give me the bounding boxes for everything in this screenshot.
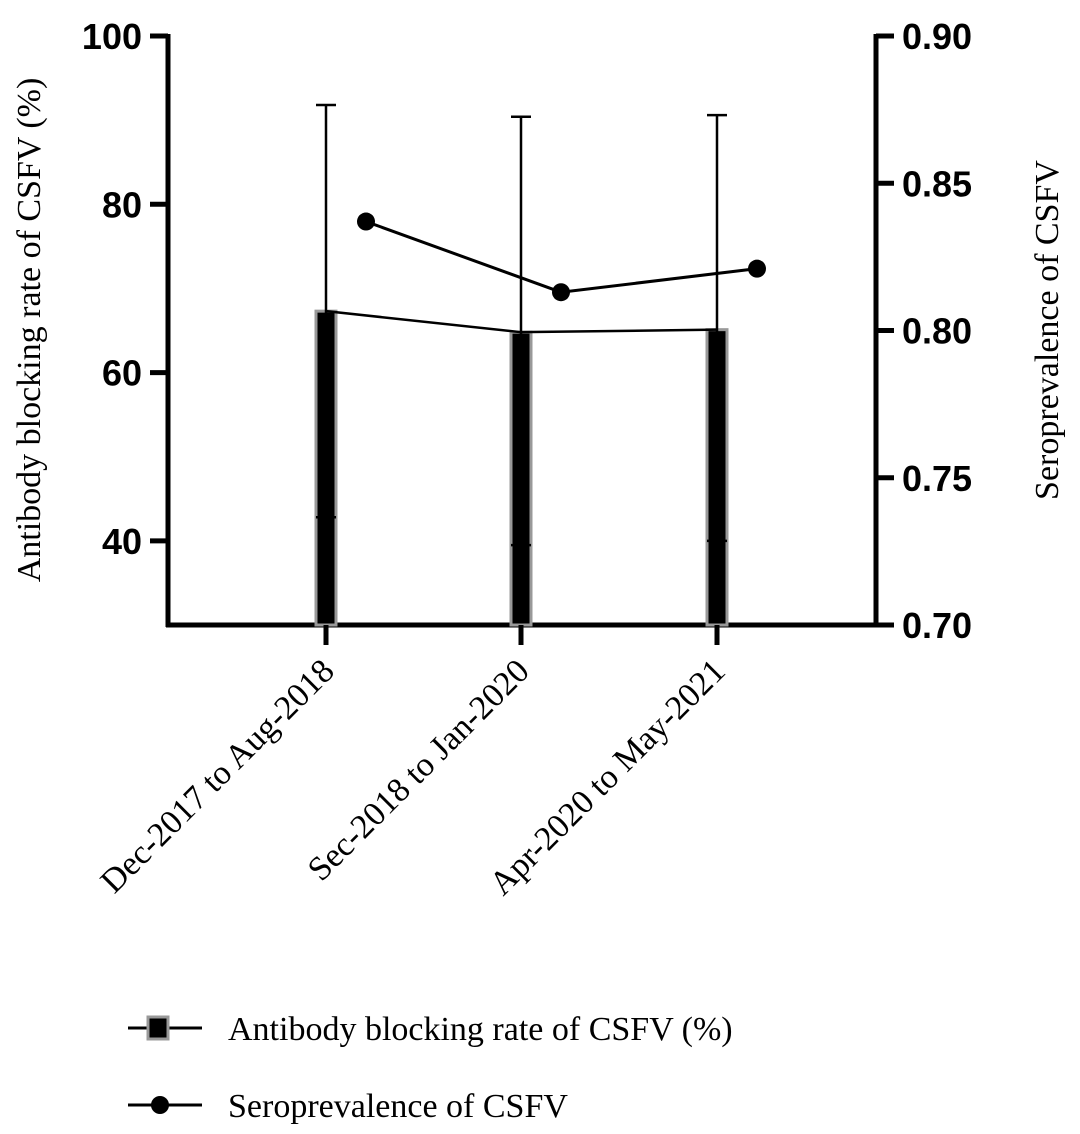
seroprevalence-point <box>357 212 375 231</box>
seroprevalence-point <box>748 259 766 278</box>
right-tick-label: 0.90 <box>902 16 972 57</box>
legend: Antibody blocking rate of CSFV (%) Serop… <box>128 1011 733 1125</box>
left-tick-label: 100 <box>82 16 142 57</box>
left-axis-label: Antibody blocking rate of CSFV (%) <box>11 78 48 583</box>
left-tick-label: 80 <box>102 184 142 225</box>
right-tick-label: 0.75 <box>902 458 972 499</box>
bar-mean-line <box>325 309 718 334</box>
legend-label-line: Seroprevalence of CSFV <box>228 1088 568 1125</box>
x-tick-label: Sec-2018 to Jan-2020 <box>301 652 537 888</box>
right-tick-label: 0.70 <box>902 605 972 646</box>
legend-label-bar: Antibody blocking rate of CSFV (%) <box>228 1011 733 1048</box>
left-tick-label: 40 <box>102 521 142 562</box>
legend-bar-swatch <box>146 1015 170 1041</box>
legend-line-marker <box>151 1096 169 1114</box>
seroprevalence-point <box>552 283 570 302</box>
left-tick-label: 60 <box>102 353 142 394</box>
seroprevalence-line <box>365 220 758 294</box>
right-axis-label: Seroprevalence of CSFV <box>1029 160 1066 500</box>
right-tick-label: 0.85 <box>902 163 972 204</box>
right-tick-label: 0.80 <box>902 311 972 352</box>
